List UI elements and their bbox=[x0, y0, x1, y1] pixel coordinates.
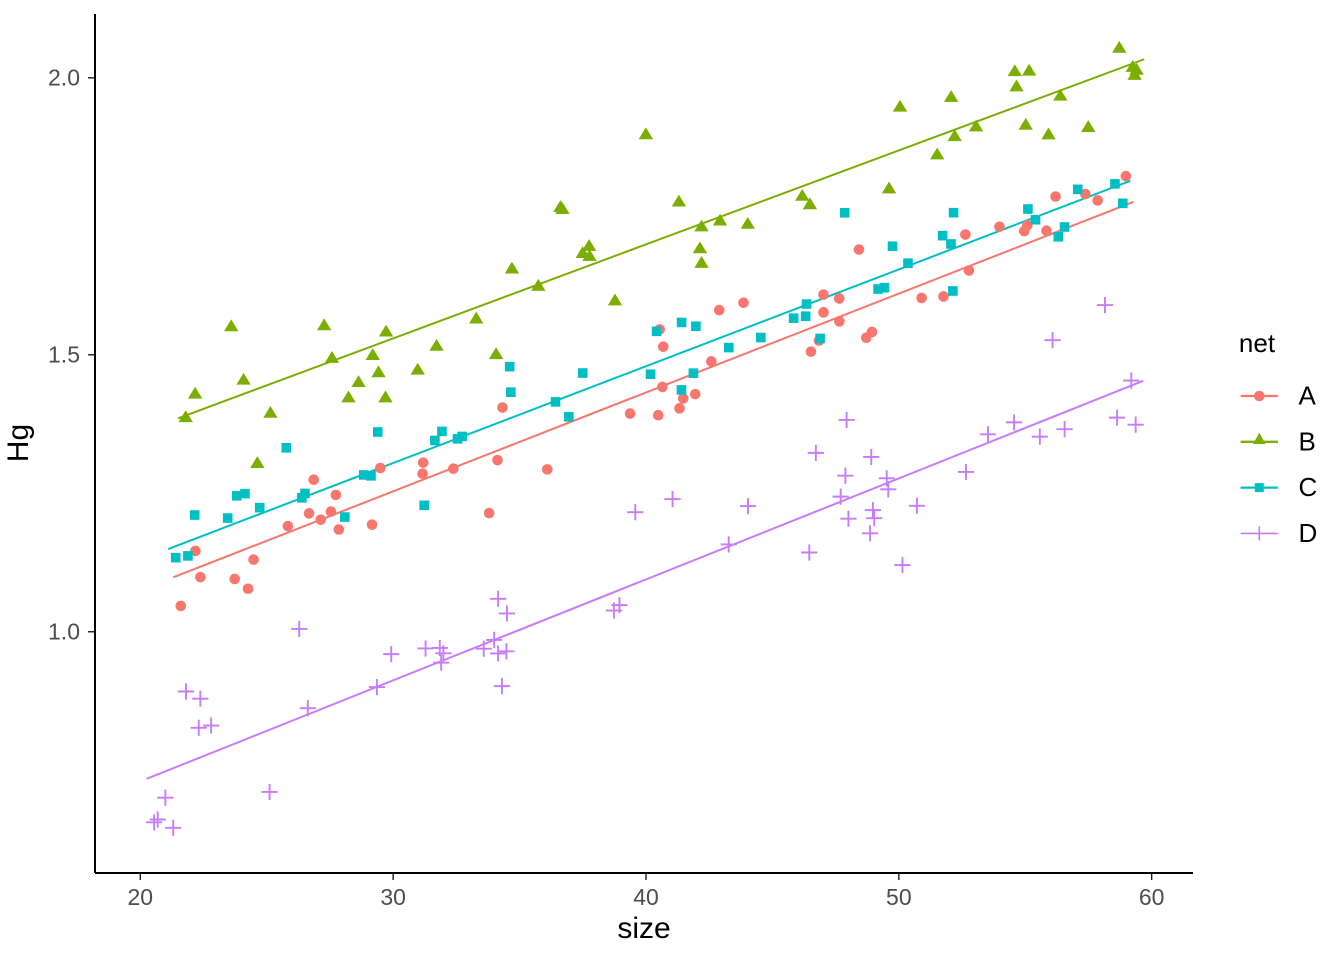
svg-text:30: 30 bbox=[380, 884, 406, 910]
svg-text:1.5: 1.5 bbox=[48, 341, 80, 367]
svg-text:20: 20 bbox=[128, 884, 154, 910]
svg-text:1.0: 1.0 bbox=[48, 618, 80, 644]
svg-text:40: 40 bbox=[633, 884, 659, 910]
svg-text:B: B bbox=[1299, 426, 1316, 456]
svg-text:Hg: Hg bbox=[2, 424, 35, 462]
svg-text:D: D bbox=[1299, 518, 1318, 548]
svg-text:60: 60 bbox=[1139, 884, 1165, 910]
svg-text:A: A bbox=[1299, 381, 1317, 411]
svg-text:net: net bbox=[1239, 328, 1276, 358]
svg-text:C: C bbox=[1299, 472, 1318, 502]
svg-text:50: 50 bbox=[886, 884, 912, 910]
svg-text:size: size bbox=[617, 912, 670, 945]
svg-text:2.0: 2.0 bbox=[48, 64, 80, 90]
